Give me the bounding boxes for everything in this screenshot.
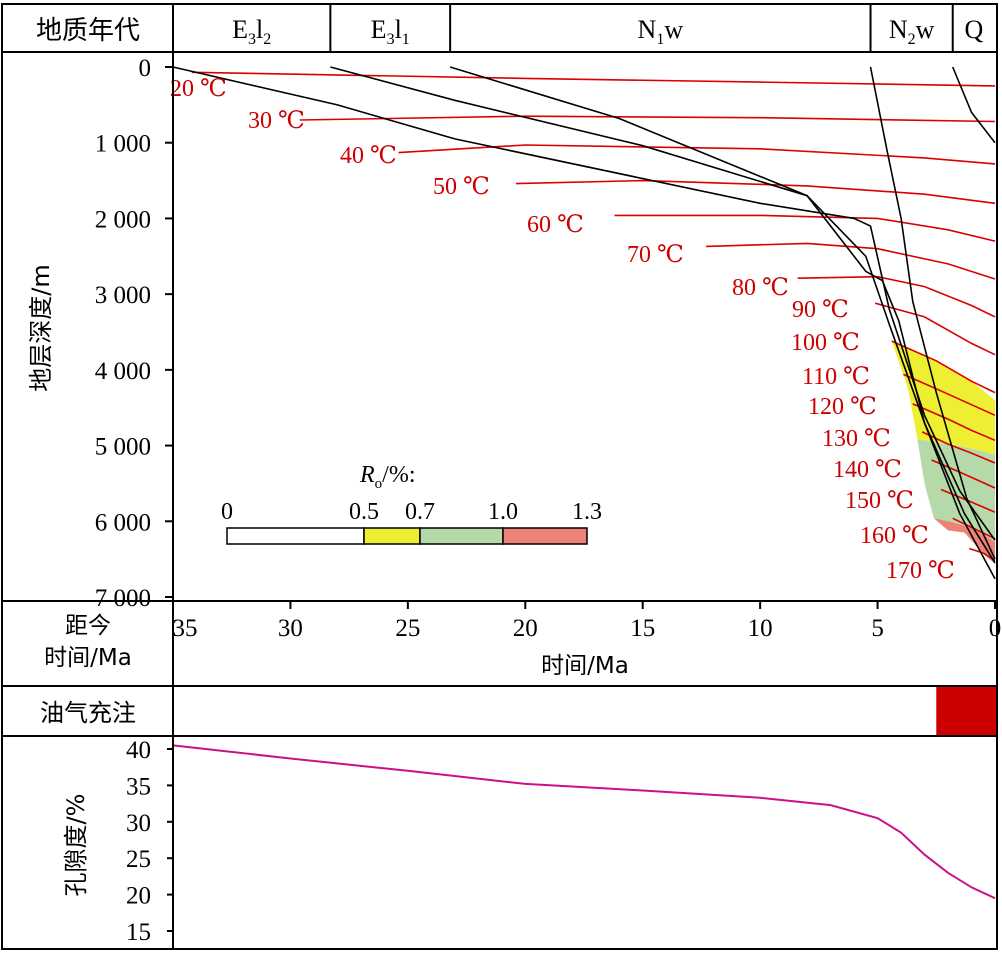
legend-swatch: [502, 527, 588, 545]
maturity-zone-1.0-1.3: [933, 518, 995, 564]
burial-curve: [172, 66, 996, 541]
x-axis-left-label-1: 距今: [65, 613, 111, 639]
formation-label: Q: [964, 15, 983, 44]
time-tick-label: 35: [173, 615, 198, 642]
isotherm-label: 160 ℃: [860, 523, 929, 549]
legend-label: 0.7: [405, 499, 435, 525]
maturity-zone-0.5-0.7: [891, 341, 995, 455]
time-tick-label: 30: [278, 615, 303, 642]
isotherm-label: 40 ℃: [340, 143, 397, 169]
legend-title-sub: o: [375, 476, 383, 492]
header-title: 地质年代: [36, 16, 140, 46]
isotherm-label: 100 ℃: [791, 330, 860, 356]
isotherm-label: 70 ℃: [627, 242, 684, 268]
isotherm-line: [614, 214, 996, 242]
legend-label: 1.3: [572, 499, 602, 525]
depth-axis-label: 地层深度/m: [27, 264, 55, 391]
time-tick-label: 15: [630, 615, 655, 642]
isotherm-line: [912, 403, 996, 442]
charge-label: 油气充注: [40, 699, 136, 727]
formation-label: E3l2: [232, 15, 271, 48]
x-axis-label: 时间/Ma: [541, 653, 629, 679]
time-tick-label: 20: [513, 615, 538, 642]
depth-tick-label: 4 000: [95, 358, 151, 385]
porosity-tick-label: 25: [126, 846, 151, 873]
burial-curve: [330, 66, 996, 564]
time-tick-label: 5: [871, 615, 884, 642]
isotherm-line: [903, 373, 996, 417]
isotherm-line: [874, 302, 996, 356]
isotherm-label: 150 ℃: [845, 488, 914, 514]
isotherm-line: [952, 517, 996, 540]
isotherm-line: [797, 275, 996, 318]
burial-curves: [172, 66, 996, 580]
legend-title-main: R: [359, 462, 375, 488]
frame: [1, 3, 998, 950]
isotherm-labels: 20 ℃ 30 ℃ 40 ℃ 50 ℃ 60 ℃ 70 ℃ 80 ℃90 ℃ 100 ℃ 110…: [170, 76, 955, 584]
porosity-curve: [172, 744, 996, 900]
porosity-axis-label: 孔隙度/%: [62, 794, 90, 897]
isotherm-label: 130 ℃: [822, 426, 891, 452]
time-tick-label: 10: [748, 615, 773, 642]
isotherm-label: 90 ℃: [792, 297, 849, 323]
ro-legend: Ro/%: 0 0.5 0.7 1.0 1.3: [221, 462, 602, 545]
legend-swatch: [419, 527, 504, 545]
isotherm-label: 110 ℃: [802, 364, 870, 390]
porosity-tick-label: 20: [126, 883, 151, 910]
burial-curve: [951, 66, 996, 144]
depth-tick-label: 3 000: [95, 282, 151, 309]
depth-tick-label: 6 000: [95, 509, 151, 536]
isotherm-line: [706, 242, 996, 280]
isotherm-label: 50 ℃: [433, 174, 490, 200]
charge-bar: [936, 687, 996, 735]
isotherm-label: 20 ℃: [170, 76, 227, 102]
time-tick-label: 25: [395, 615, 420, 642]
burial-curve: [449, 66, 996, 580]
isotherm-label: 30 ℃: [248, 108, 305, 134]
isotherm-label: 140 ℃: [833, 457, 902, 483]
x-axis-left-label-2: 时间/Ma: [44, 645, 132, 671]
maturity-zones: [891, 341, 995, 564]
legend-title-rest: /%:: [382, 462, 415, 488]
depth-tick-label: 7 000: [95, 585, 151, 612]
porosity-line: [172, 744, 996, 900]
isotherm-label: 60 ℃: [527, 212, 584, 238]
legend-label: 0: [221, 499, 233, 525]
formation-label: N2w: [889, 15, 935, 48]
isotherm-line: [398, 144, 996, 165]
burial-curve: [869, 66, 996, 560]
depth-tick-label: 2 000: [95, 206, 151, 233]
isotherm-line: [891, 340, 996, 394]
isotherm-label: 120 ℃: [808, 394, 877, 420]
depth-tick-label: 5 000: [95, 434, 151, 461]
legend-label: 0.5: [349, 499, 379, 525]
porosity-tick-label: 30: [126, 810, 151, 837]
porosity-tick-label: 35: [126, 773, 151, 800]
legend-swatch: [363, 527, 421, 545]
time-tick-label: 0: [989, 615, 1002, 642]
porosity-tick-label: 15: [126, 919, 151, 946]
formation-label: N1w: [638, 15, 684, 48]
porosity-tick-label: 40: [126, 737, 151, 764]
formation-label: E3l1: [371, 15, 410, 48]
isotherm-line: [968, 547, 996, 562]
isotherm-lines: [191, 71, 996, 562]
legend-title: Ro/%:: [359, 462, 416, 492]
geologic-age-header: 地质年代 E3l2 E3l1 N1w N2w Q: [36, 4, 983, 52]
legend-swatch: [226, 527, 365, 545]
isotherm-line: [299, 115, 996, 123]
isotherm-label: 80 ℃: [732, 275, 789, 301]
isotherm-line: [515, 179, 996, 205]
depth-tick-label: 1 000: [95, 131, 151, 158]
depth-tick-label: 0: [139, 55, 152, 82]
legend-label: 1.0: [488, 499, 518, 525]
isotherm-label: 170 ℃: [886, 558, 955, 584]
